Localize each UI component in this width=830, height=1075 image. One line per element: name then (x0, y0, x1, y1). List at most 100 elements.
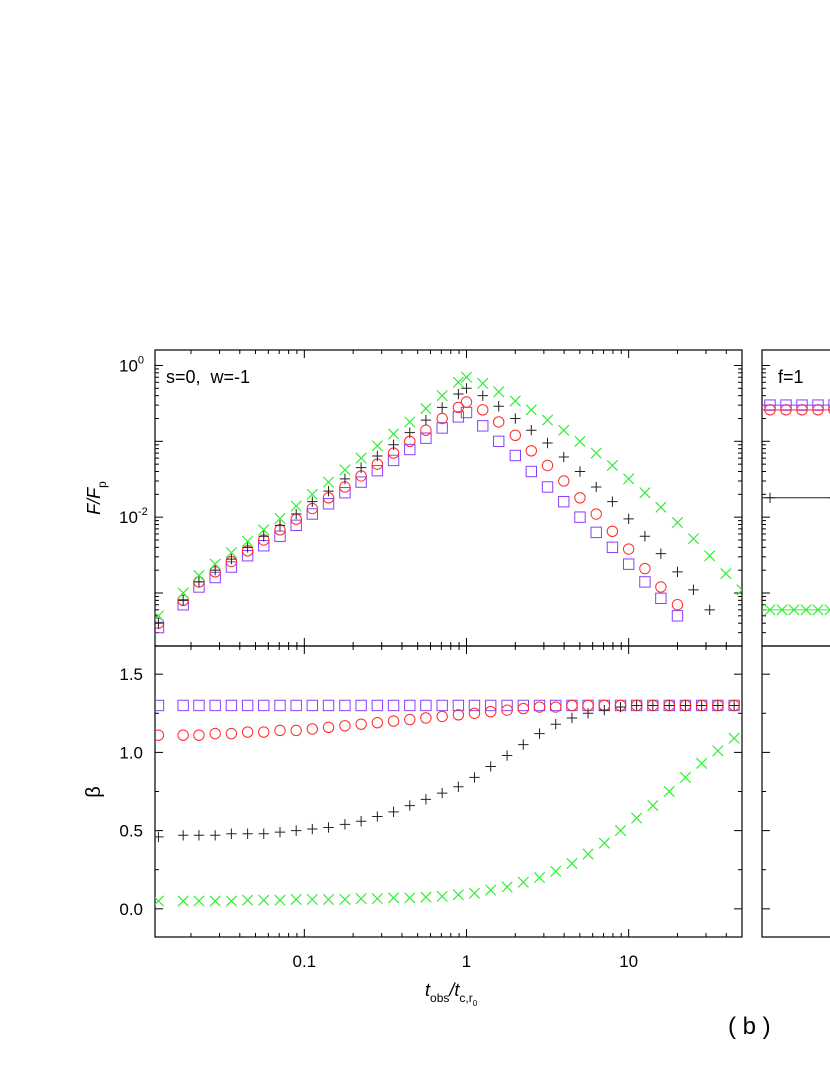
x-point (517, 876, 529, 888)
x-point (322, 476, 335, 488)
plus-point (558, 451, 569, 463)
square-point (574, 511, 586, 523)
circle-point (155, 729, 165, 741)
plus-point (518, 739, 529, 750)
square-point (322, 498, 335, 510)
plus-point (501, 750, 513, 761)
square-point (355, 476, 367, 488)
panel-label: ( b ) (728, 1013, 771, 1040)
x-point (155, 895, 165, 907)
plus-point (258, 828, 269, 839)
plus-point (242, 828, 253, 839)
x-point (566, 857, 578, 870)
circle-point (436, 412, 448, 425)
x-point (525, 404, 537, 416)
square-point (639, 576, 651, 588)
x-point (477, 377, 489, 390)
right-panel-annotation: f=1 (778, 367, 804, 387)
x-point (436, 890, 448, 902)
top-left-series (155, 371, 742, 634)
x-point (509, 395, 521, 407)
square-point (501, 699, 513, 712)
plus-point (688, 584, 699, 596)
plus-point (193, 576, 205, 588)
plus-point (477, 390, 488, 401)
plus-point (696, 700, 707, 711)
bottom-y-axis-label: β (83, 786, 105, 798)
circle-point (258, 726, 270, 738)
plus-point (420, 794, 432, 805)
x-point (339, 893, 351, 906)
x-point (574, 435, 586, 447)
x-point (614, 824, 627, 837)
square-point (339, 699, 351, 712)
svg-text:tobs/tc,r0: tobs/tc,r0 (425, 980, 478, 1008)
axis-ticks: 0.1 1 10 100 10-2 0.0 0.5 1.0 1.5 (119, 350, 770, 971)
circle-point (541, 459, 554, 472)
x-point (209, 895, 221, 907)
plus-point (209, 830, 221, 841)
x-point (355, 452, 367, 464)
square-point (371, 699, 384, 712)
plus-point (307, 823, 318, 835)
svg-text:F/Fp: F/Fp (84, 481, 109, 515)
x-point (704, 550, 716, 562)
circle-point (404, 713, 416, 726)
circle-point (558, 475, 570, 487)
x-point (274, 512, 286, 525)
circle-point (387, 715, 400, 727)
square-point (590, 526, 602, 539)
plus-point (453, 781, 464, 793)
plus-point (574, 466, 586, 477)
plus-point (436, 787, 448, 799)
x-point (177, 587, 189, 599)
plus-point (420, 414, 432, 426)
plus-point (485, 761, 496, 772)
square-point (387, 699, 400, 712)
circle-point (525, 445, 538, 457)
square-point (355, 699, 367, 712)
plus-point (680, 700, 691, 711)
plus-point (372, 450, 383, 462)
square-point (420, 432, 432, 444)
circle-point (420, 712, 432, 724)
circle-point (355, 718, 367, 730)
plus-point (404, 800, 415, 811)
circle-point (209, 727, 221, 740)
circle-point (639, 562, 651, 575)
circle-point (501, 704, 513, 716)
plus-point (647, 700, 659, 711)
circle-point (460, 396, 473, 408)
x-point (193, 569, 205, 582)
circle-point (574, 492, 586, 504)
square-point (258, 540, 270, 552)
circle-point (622, 543, 635, 555)
data-marks (155, 371, 830, 907)
x-point (736, 584, 742, 596)
x-point (322, 893, 335, 906)
plus-point (493, 401, 504, 412)
circle-point (241, 726, 254, 738)
circle-point (509, 429, 522, 442)
x-point (623, 473, 635, 485)
x-point (598, 837, 610, 849)
circle-point (420, 424, 432, 436)
x-point (647, 799, 659, 812)
x-point (663, 785, 675, 798)
plus-point (623, 513, 634, 525)
y-tick-label: 1.5 (119, 665, 143, 684)
x-point (696, 757, 708, 769)
x-point (558, 424, 570, 436)
circle-point (484, 706, 497, 718)
y-tick-label: 0.0 (119, 900, 143, 919)
square-point (655, 592, 667, 605)
plus-point (274, 826, 286, 838)
plus-point (591, 481, 602, 493)
x-point (193, 895, 205, 907)
x-point (355, 893, 367, 905)
square-point (387, 454, 400, 467)
plus-point (372, 811, 383, 822)
x-point (824, 604, 830, 616)
plus-point (388, 806, 399, 818)
plus-point (639, 531, 651, 542)
